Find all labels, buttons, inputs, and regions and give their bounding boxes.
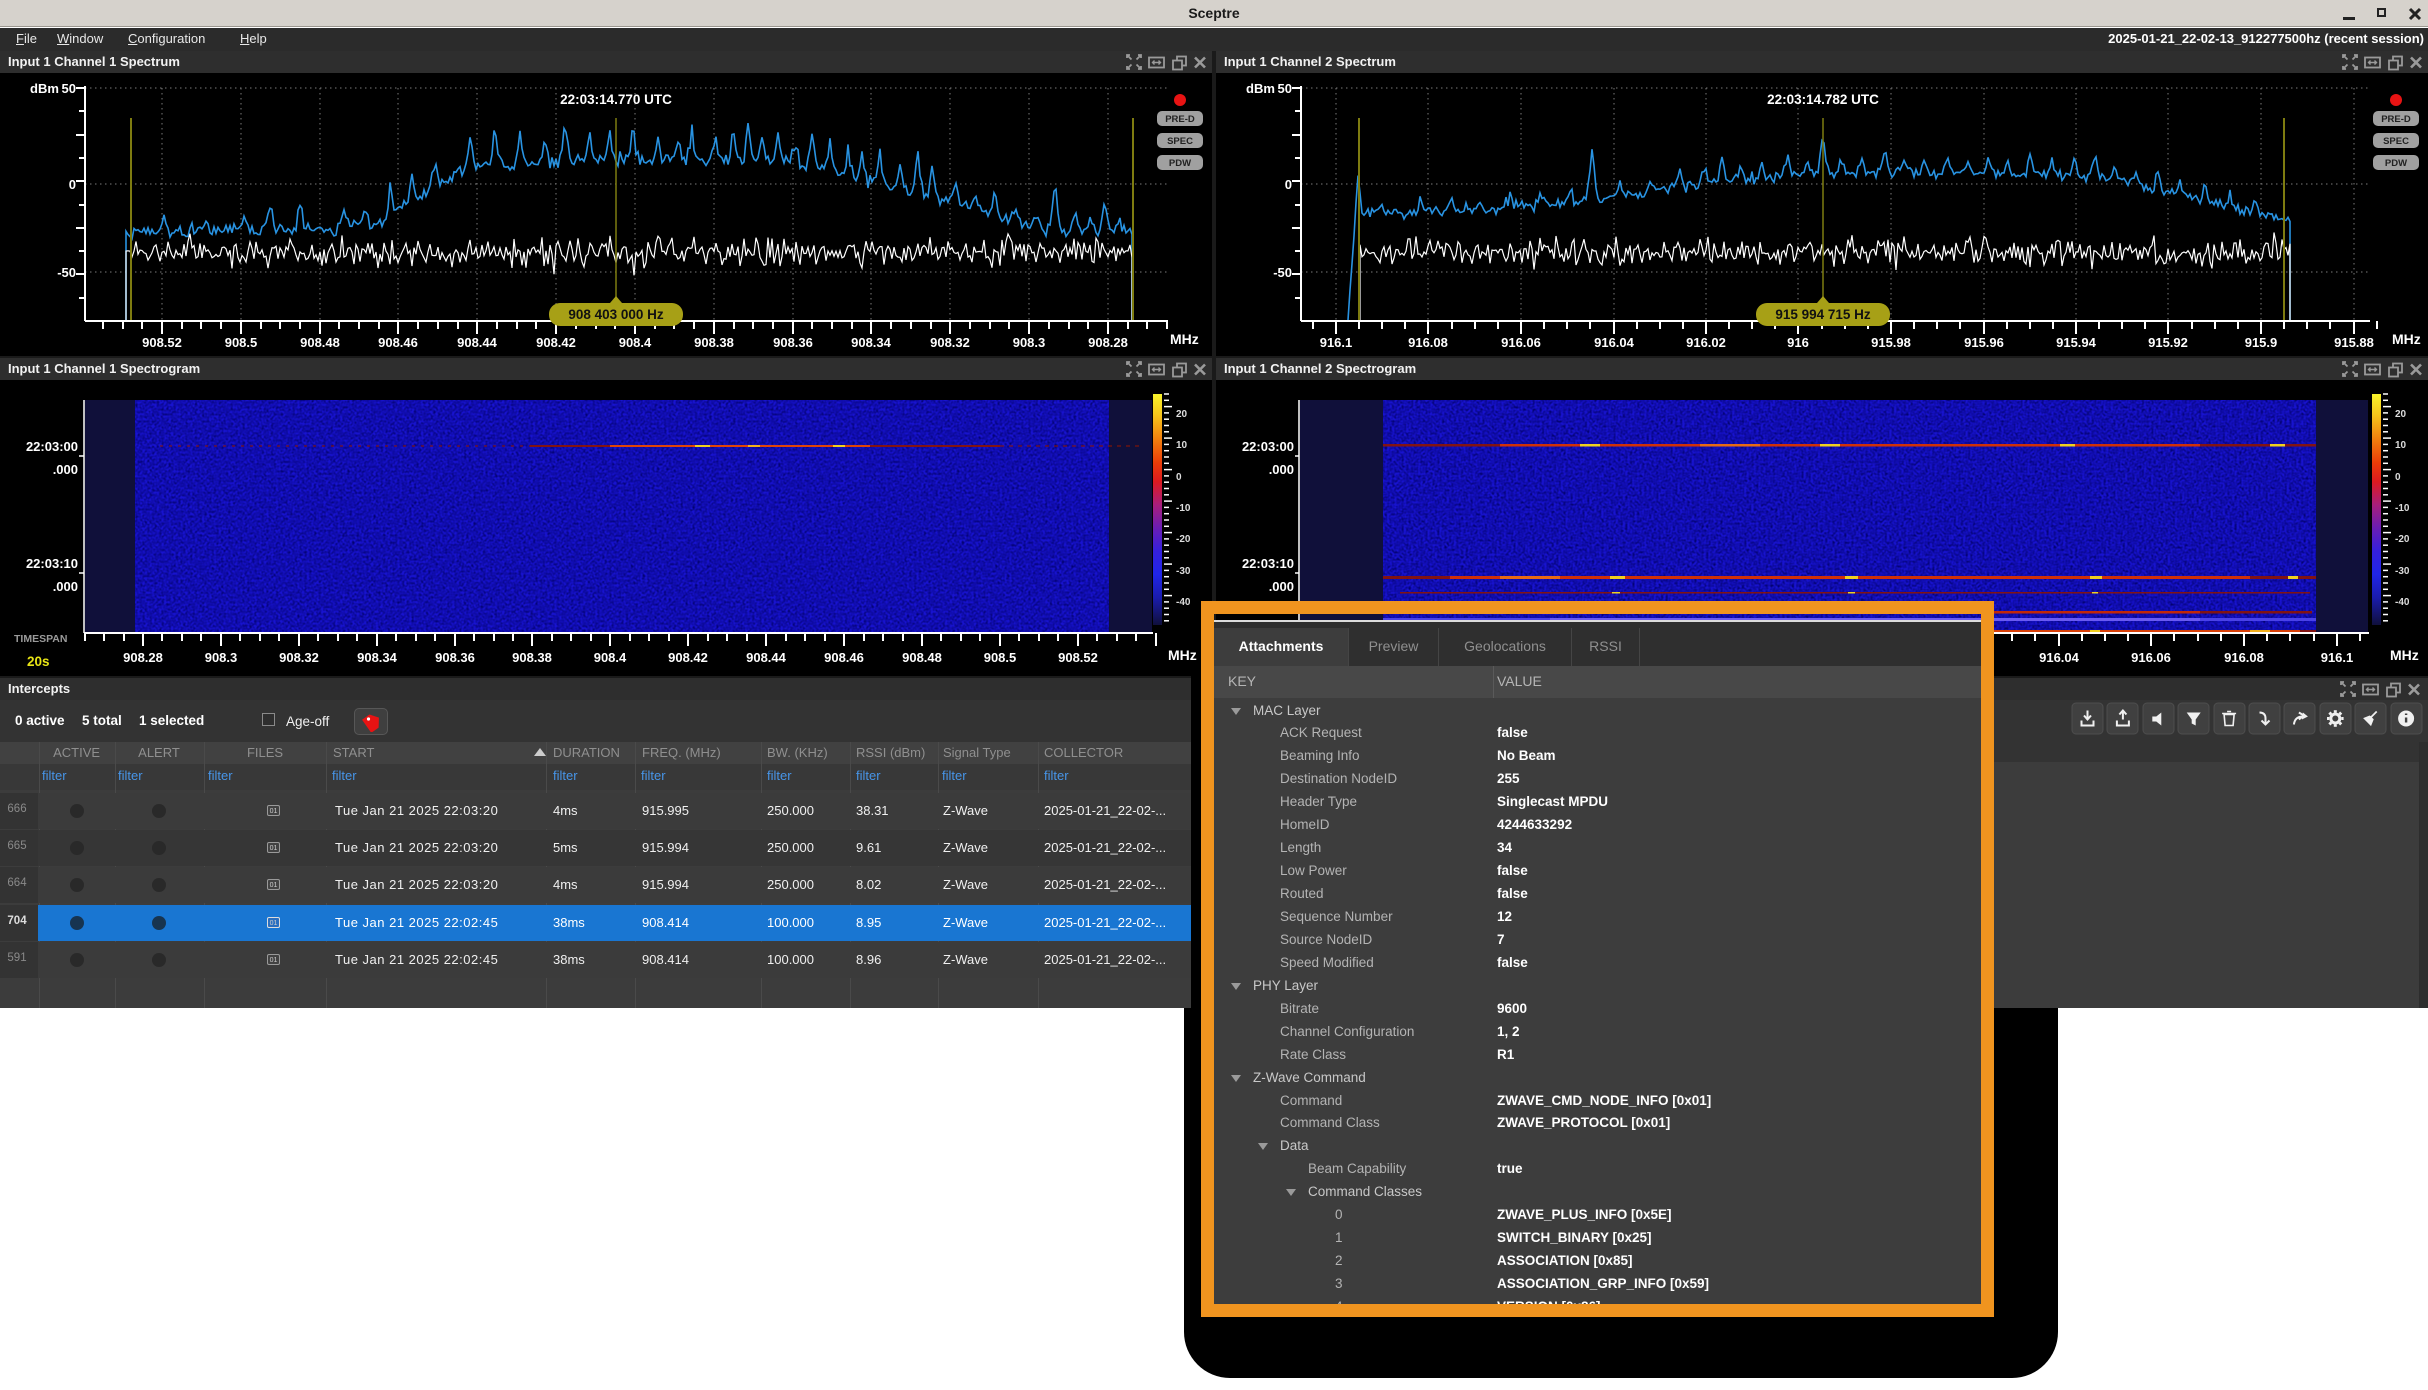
svg-text:.000: .000 [53,462,78,477]
svg-text:-10: -10 [2395,503,2410,514]
svg-text:50: 50 [1278,81,1292,96]
svg-text:908.3: 908.3 [1013,335,1046,350]
svg-text:915.98: 915.98 [1871,335,1911,350]
svg-text:20: 20 [2395,409,2407,420]
svg-text:915.96: 915.96 [1964,335,2004,350]
svg-text:MHz: MHz [2392,331,2421,347]
svg-text:916.1: 916.1 [2321,650,2354,665]
svg-text:.000: .000 [1269,579,1294,594]
svg-text:908.4: 908.4 [619,335,652,350]
svg-text:916.06: 916.06 [2131,650,2171,665]
svg-text:908.48: 908.48 [300,335,340,350]
svg-text:.000: .000 [53,579,78,594]
svg-text:915.94: 915.94 [2056,335,2097,350]
svg-text:908.32: 908.32 [279,650,319,665]
svg-text:22:03:10: 22:03:10 [1242,556,1294,571]
svg-text:0: 0 [1176,472,1182,483]
svg-text:908.46: 908.46 [824,650,864,665]
svg-text:908.44: 908.44 [457,335,498,350]
svg-text:916.08: 916.08 [1408,335,1448,350]
svg-text:908.42: 908.42 [536,335,576,350]
svg-text:915.92: 915.92 [2148,335,2188,350]
svg-text:20s: 20s [27,654,50,669]
svg-text:22:03:14.782 UTC: 22:03:14.782 UTC [1767,92,1879,107]
svg-text:-30: -30 [2395,566,2410,577]
svg-text:915 994 715 Hz: 915 994 715 Hz [1775,307,1871,322]
svg-text:908.5: 908.5 [984,650,1017,665]
svg-text:0: 0 [2395,472,2401,483]
svg-text:916.04: 916.04 [2039,650,2080,665]
svg-text:908.42: 908.42 [668,650,708,665]
svg-text:908.32: 908.32 [930,335,970,350]
svg-text:-50: -50 [1273,265,1292,280]
svg-text:908.34: 908.34 [851,335,892,350]
svg-text:908.28: 908.28 [123,650,163,665]
svg-text:10: 10 [2395,440,2407,451]
svg-text:915.88: 915.88 [2334,335,2374,350]
svg-text:908.52: 908.52 [1058,650,1098,665]
svg-text:908.38: 908.38 [512,650,552,665]
svg-text:MHz: MHz [2390,647,2419,663]
svg-text:908.3: 908.3 [205,650,238,665]
svg-text:dBm: dBm [30,81,59,96]
svg-text:PDW: PDW [2385,158,2407,169]
svg-text:916.06: 916.06 [1501,335,1541,350]
svg-text:-10: -10 [1176,503,1191,514]
svg-text:PRE-D: PRE-D [1165,114,1195,125]
svg-text:908.34: 908.34 [357,650,398,665]
svg-text:-40: -40 [1176,597,1191,608]
svg-text:908.36: 908.36 [773,335,813,350]
svg-text:908.38: 908.38 [694,335,734,350]
svg-text:916.02: 916.02 [1686,335,1726,350]
svg-text:0: 0 [69,177,76,192]
svg-text:908.36: 908.36 [435,650,475,665]
svg-text:20: 20 [1176,409,1188,420]
svg-text:908 403 000 Hz: 908 403 000 Hz [568,307,664,322]
svg-text:915.9: 915.9 [2245,335,2278,350]
svg-text:-20: -20 [2395,534,2410,545]
svg-text:916.1: 916.1 [1320,335,1353,350]
svg-text:MHz: MHz [1168,647,1197,663]
svg-text:PRE-D: PRE-D [2381,114,2411,125]
svg-text:-40: -40 [2395,597,2410,608]
svg-text:908.5: 908.5 [225,335,258,350]
svg-text:908.52: 908.52 [142,335,182,350]
svg-text:50: 50 [62,81,76,96]
svg-text:908.44: 908.44 [746,650,787,665]
svg-text:0: 0 [1285,177,1292,192]
svg-text:908.4: 908.4 [594,650,627,665]
svg-text:TIMESPAN: TIMESPAN [14,633,67,645]
svg-text:916.08: 916.08 [2224,650,2264,665]
svg-text:22:03:00: 22:03:00 [1242,439,1294,454]
svg-text:MHz: MHz [1170,331,1199,347]
svg-text:916: 916 [1787,335,1809,350]
svg-text:-30: -30 [1176,566,1191,577]
svg-text:SPEC: SPEC [2383,136,2409,147]
svg-text:22:03:10: 22:03:10 [26,556,78,571]
svg-text:.000: .000 [1269,462,1294,477]
svg-text:SPEC: SPEC [1167,136,1193,147]
svg-text:908.28: 908.28 [1088,335,1128,350]
svg-text:-20: -20 [1176,534,1191,545]
svg-text:22:03:14.770 UTC: 22:03:14.770 UTC [560,92,672,107]
svg-text:PDW: PDW [1169,158,1191,169]
svg-text:916.04: 916.04 [1594,335,1635,350]
svg-text:908.48: 908.48 [902,650,942,665]
svg-text:dBm: dBm [1246,81,1275,96]
svg-text:22:03:00: 22:03:00 [26,439,78,454]
svg-text:-50: -50 [57,265,76,280]
svg-text:908.46: 908.46 [378,335,418,350]
svg-text:10: 10 [1176,440,1188,451]
